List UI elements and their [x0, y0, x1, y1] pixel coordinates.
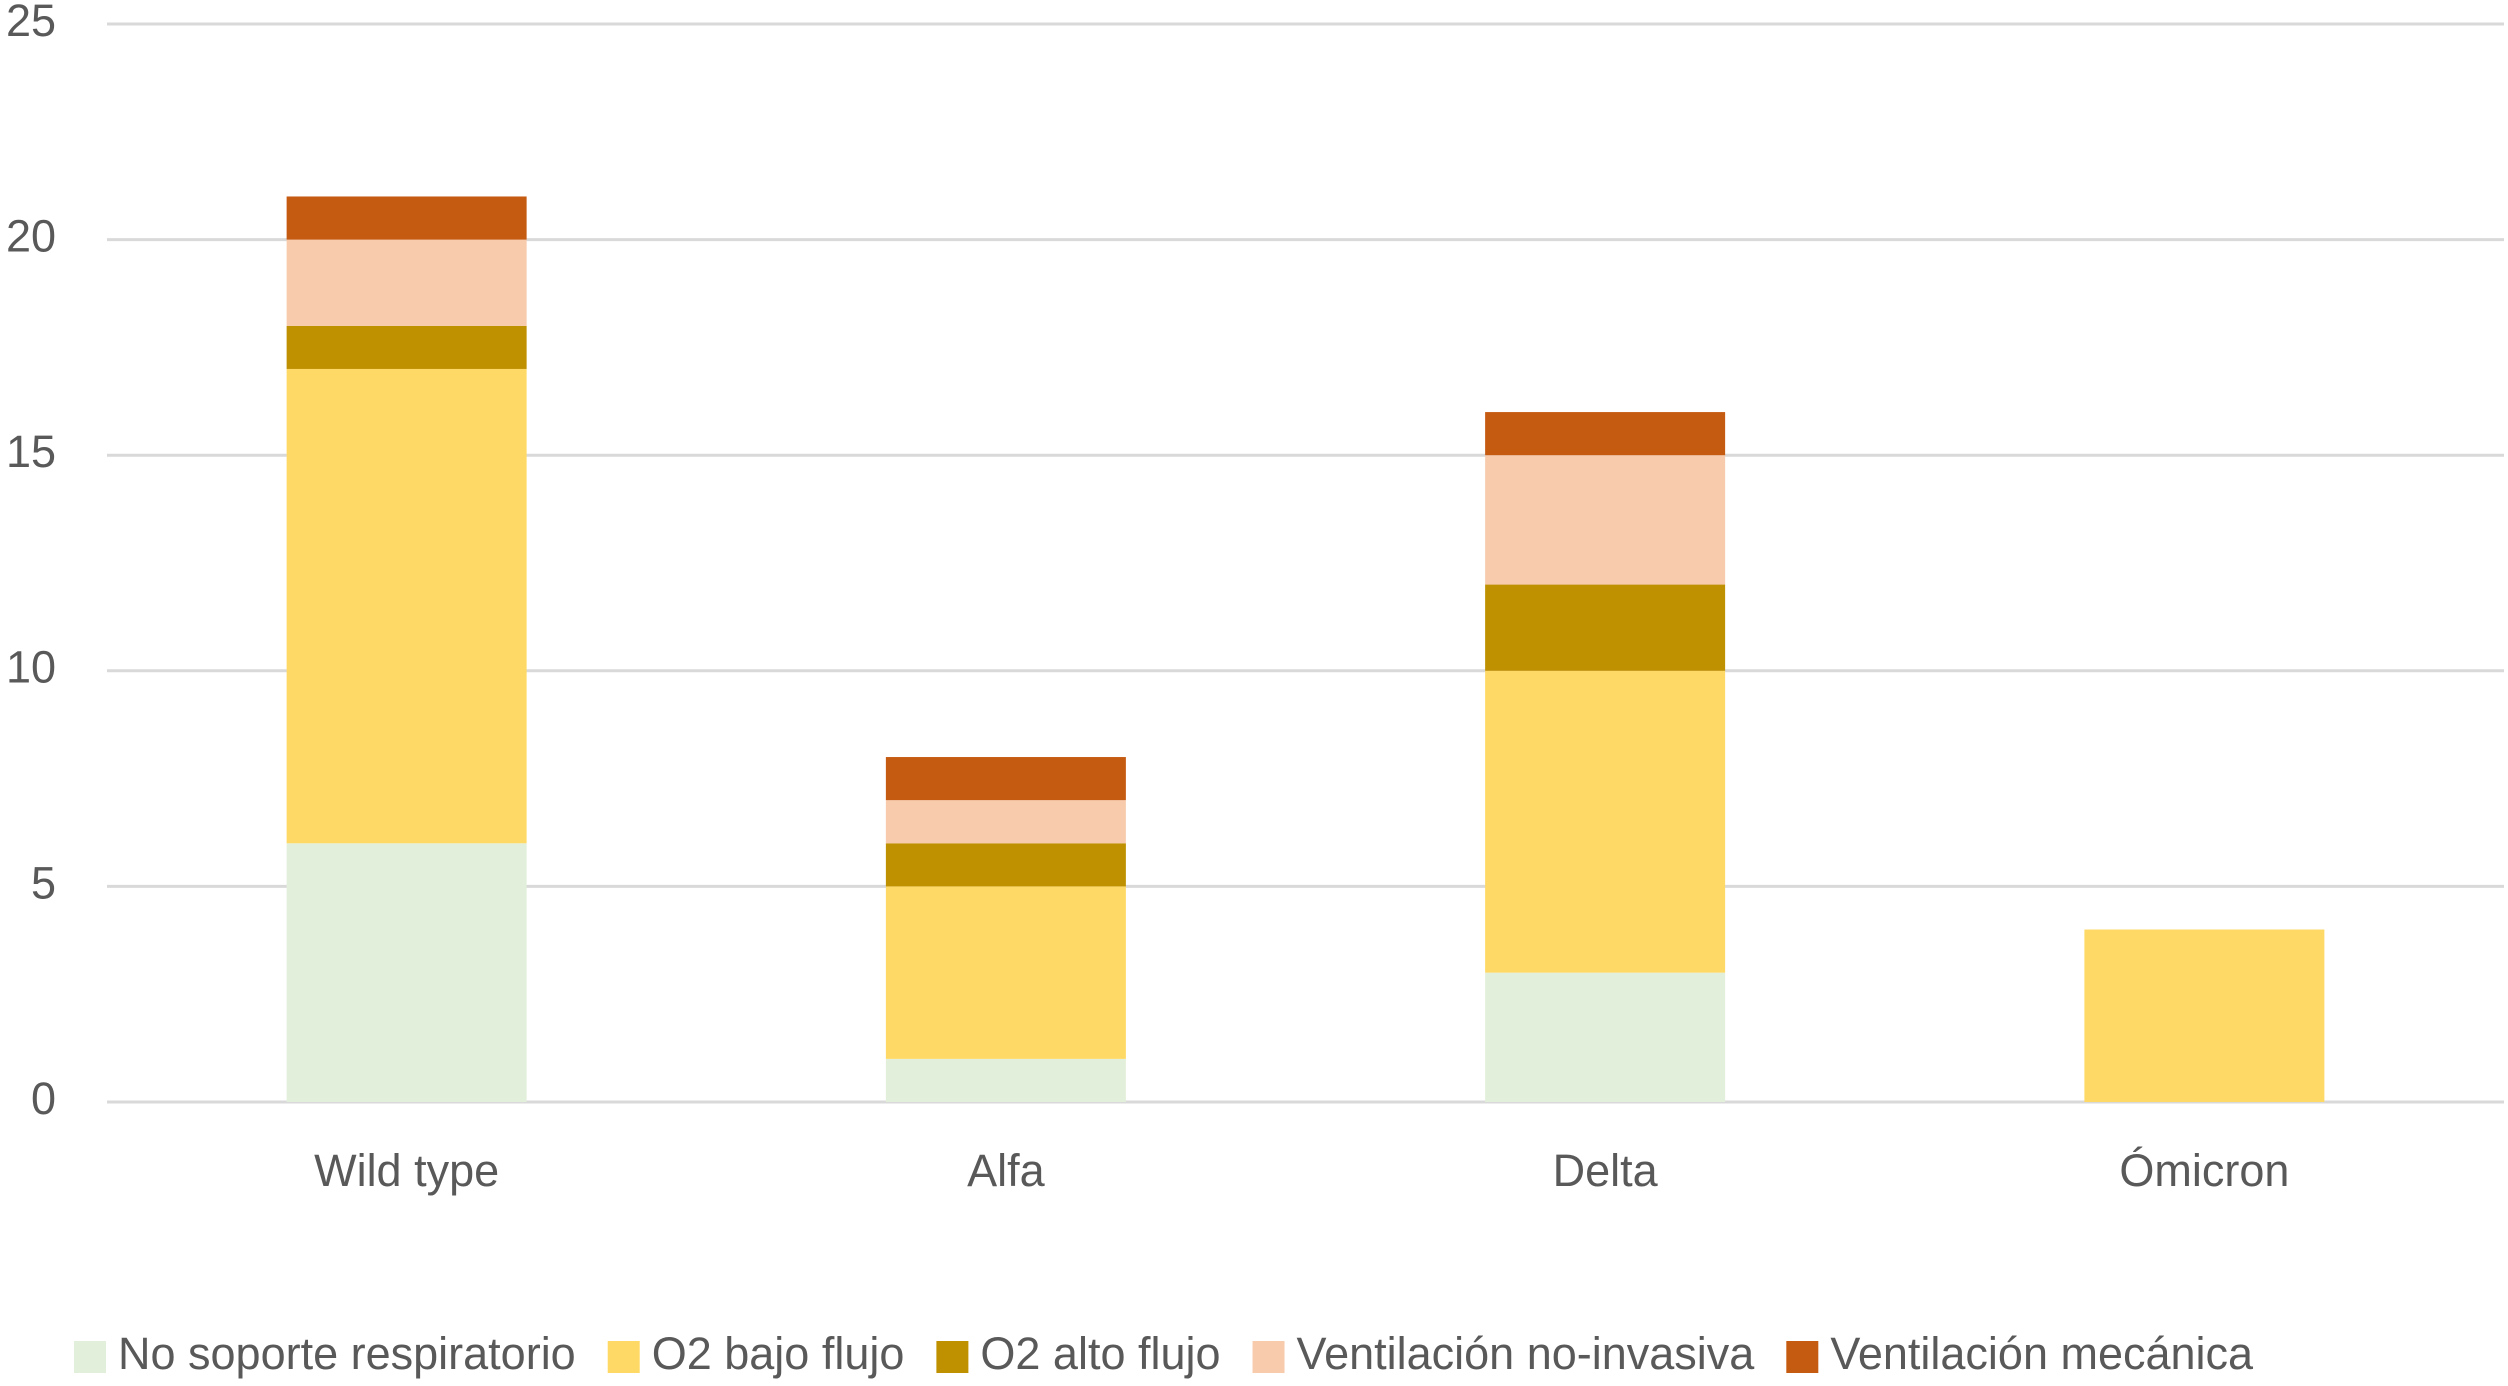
- legend-label: O2 alto flujo: [980, 1328, 1220, 1379]
- legend-swatch: [1252, 1341, 1285, 1373]
- x-tick-label: Wild type: [314, 1145, 499, 1196]
- x-tick-label: Ómicron: [2119, 1145, 2289, 1196]
- legend-label: No soporte respiratorio: [118, 1328, 576, 1379]
- y-tick-label: 5: [31, 857, 56, 908]
- bar-segment: [286, 325, 527, 369]
- legend-label: Ventilación no-invasiva: [1297, 1328, 1756, 1379]
- bar-segment: [286, 239, 527, 326]
- bar-segment: [885, 800, 1126, 844]
- bar-segment: [885, 1058, 1126, 1102]
- bar-segment: [1485, 455, 1726, 585]
- bar-segment: [885, 757, 1126, 801]
- x-tick-label: Delta: [1553, 1145, 1659, 1196]
- bar-segment: [2084, 929, 2325, 1102]
- bar-segment: [1485, 972, 1726, 1102]
- legend-swatch: [936, 1341, 969, 1373]
- bar-segment: [286, 843, 527, 1102]
- y-tick-label: 0: [31, 1073, 56, 1124]
- legend-label: Ventilación mecánica: [1830, 1328, 2254, 1379]
- legend-label: O2 bajo flujo: [652, 1328, 905, 1379]
- bar-segment: [286, 196, 527, 240]
- y-tick-label: 25: [6, 0, 56, 46]
- bar-segment: [1485, 412, 1726, 456]
- bar-segment: [286, 368, 527, 844]
- legend-swatch: [607, 1341, 640, 1373]
- bar-segment: [885, 886, 1126, 1059]
- bar-segment: [885, 843, 1126, 887]
- x-tick-label: Alfa: [967, 1145, 1046, 1196]
- bar-segment: [1485, 584, 1726, 671]
- legend-swatch: [74, 1341, 106, 1373]
- y-tick-label: 20: [6, 210, 56, 261]
- y-tick-label: 10: [6, 642, 56, 693]
- bar-segment: [1485, 670, 1726, 973]
- y-tick-label: 15: [6, 426, 56, 477]
- legend-swatch: [1786, 1341, 1819, 1373]
